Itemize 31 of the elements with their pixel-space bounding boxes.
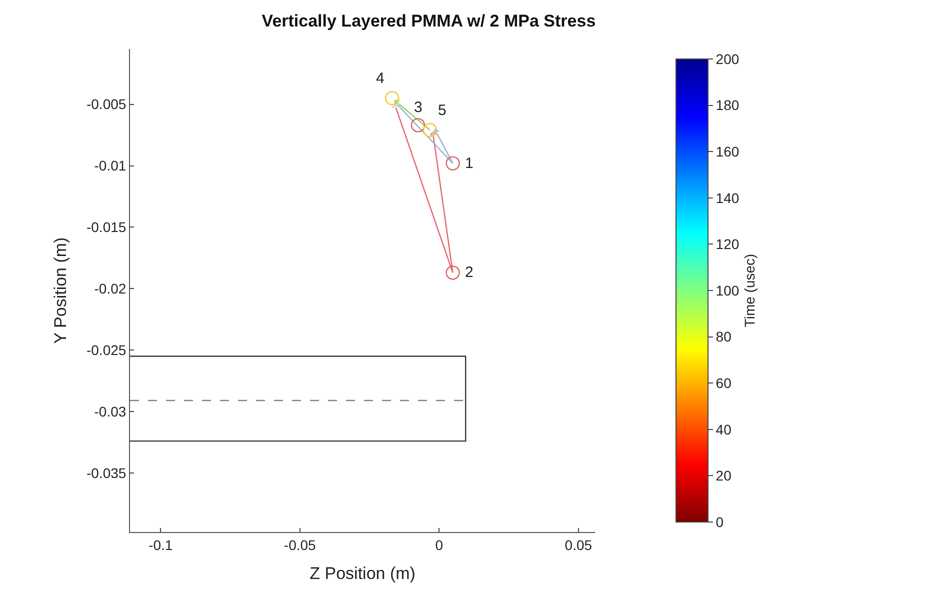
annotation: 4 xyxy=(376,70,384,87)
x-axis-title: Z Position (m) xyxy=(310,564,416,584)
color-bar-label: 160 xyxy=(716,144,740,160)
annotation: 3 xyxy=(414,99,422,116)
y-tick-label: -0.015 xyxy=(86,219,126,236)
x-tick-label: -0.1 xyxy=(148,536,173,553)
color-bar-label: 120 xyxy=(716,236,740,252)
color-bar-label: 0 xyxy=(716,514,724,530)
y-tick-label: -0.005 xyxy=(86,96,126,112)
color-bar-label: 60 xyxy=(716,375,732,391)
annotation: 2 xyxy=(465,264,474,281)
color-bar-label: 40 xyxy=(716,421,732,438)
color-bar-label: 180 xyxy=(716,97,740,114)
color-bar-label: 200 xyxy=(716,50,740,67)
y-tick-label: -0.025 xyxy=(86,342,126,358)
color-bar-label: 80 xyxy=(716,328,732,345)
y-tick-label: -0.03 xyxy=(94,403,126,420)
color-bar-title: Time (usec) xyxy=(741,254,758,328)
x-tick-label: 0.05 xyxy=(564,536,592,553)
color-bar-label: 140 xyxy=(716,190,740,206)
y-tick-label: -0.01 xyxy=(94,158,126,174)
color-bar-label: 100 xyxy=(716,282,740,298)
y-axis-title: Y Position (m) xyxy=(51,237,70,344)
x-tick-label: -0.05 xyxy=(284,536,316,553)
y-tick-label: -0.02 xyxy=(94,280,126,297)
color-bar-label: 20 xyxy=(716,468,732,484)
annotation: 5 xyxy=(438,102,446,119)
x-tick-label: 0 xyxy=(435,536,444,553)
chart-title: Vertically Layered PMMA w/ 2 MPa Stress xyxy=(262,12,596,31)
annotation: 1 xyxy=(465,155,474,172)
y-tick-label: -0.035 xyxy=(86,464,126,481)
